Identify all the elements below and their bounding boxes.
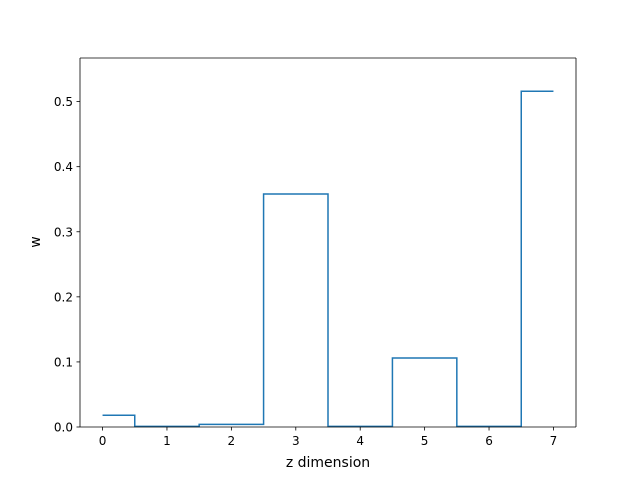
x-tick-label: 0 xyxy=(99,434,107,448)
step-series-line xyxy=(102,90,554,428)
y-tick-label: 0.5 xyxy=(54,95,73,109)
y-tick-label: 0.4 xyxy=(54,160,73,174)
x-tick-label: 3 xyxy=(292,434,300,448)
x-tick-label: 6 xyxy=(485,434,493,448)
y-tick-label: 0.0 xyxy=(54,421,73,435)
x-tick-label: 4 xyxy=(356,434,364,448)
y-tick-label: 0.2 xyxy=(54,290,73,304)
x-tick-label: 2 xyxy=(228,434,236,448)
x-ticks: 0 1 2 3 4 5 6 7 xyxy=(99,427,558,448)
x-tick-label: 1 xyxy=(163,434,171,448)
y-axis-label: w xyxy=(28,236,44,247)
y-tick-label: 0.3 xyxy=(54,225,73,239)
y-ticks: 0.0 0.1 0.2 0.3 0.4 0.5 xyxy=(54,95,80,435)
x-tick-label: 5 xyxy=(421,434,429,448)
y-tick-label: 0.1 xyxy=(54,355,73,369)
axes-frame xyxy=(79,57,577,428)
x-tick-label: 7 xyxy=(550,434,558,448)
x-axis-label: z dimension xyxy=(286,455,370,471)
